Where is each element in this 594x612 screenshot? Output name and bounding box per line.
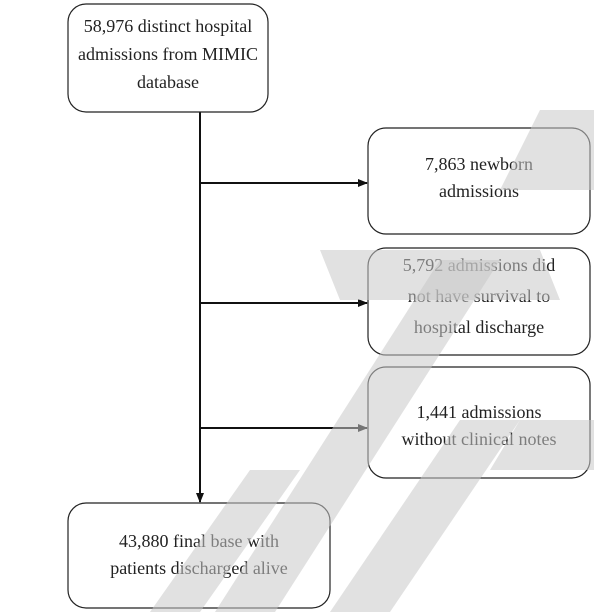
watermark-stroke bbox=[320, 250, 560, 300]
node-label: 1,441 admissions bbox=[416, 402, 541, 422]
watermark-stroke bbox=[330, 420, 520, 612]
watermark-stroke bbox=[215, 260, 500, 612]
node-label: admissions from MIMIC bbox=[78, 44, 258, 64]
node-label: database bbox=[137, 72, 199, 92]
node-box bbox=[67, 3, 269, 113]
watermark-stroke bbox=[490, 420, 594, 470]
watermark bbox=[150, 110, 594, 612]
node-label: 7,863 newborn bbox=[425, 154, 533, 174]
watermark-stroke bbox=[500, 110, 594, 190]
watermark-stroke bbox=[150, 470, 300, 612]
node-label: 58,976 distinct hospital bbox=[84, 16, 253, 36]
node-label: admissions bbox=[439, 181, 519, 201]
node: 58,976 distinct hospital admissions from … bbox=[67, 3, 269, 113]
